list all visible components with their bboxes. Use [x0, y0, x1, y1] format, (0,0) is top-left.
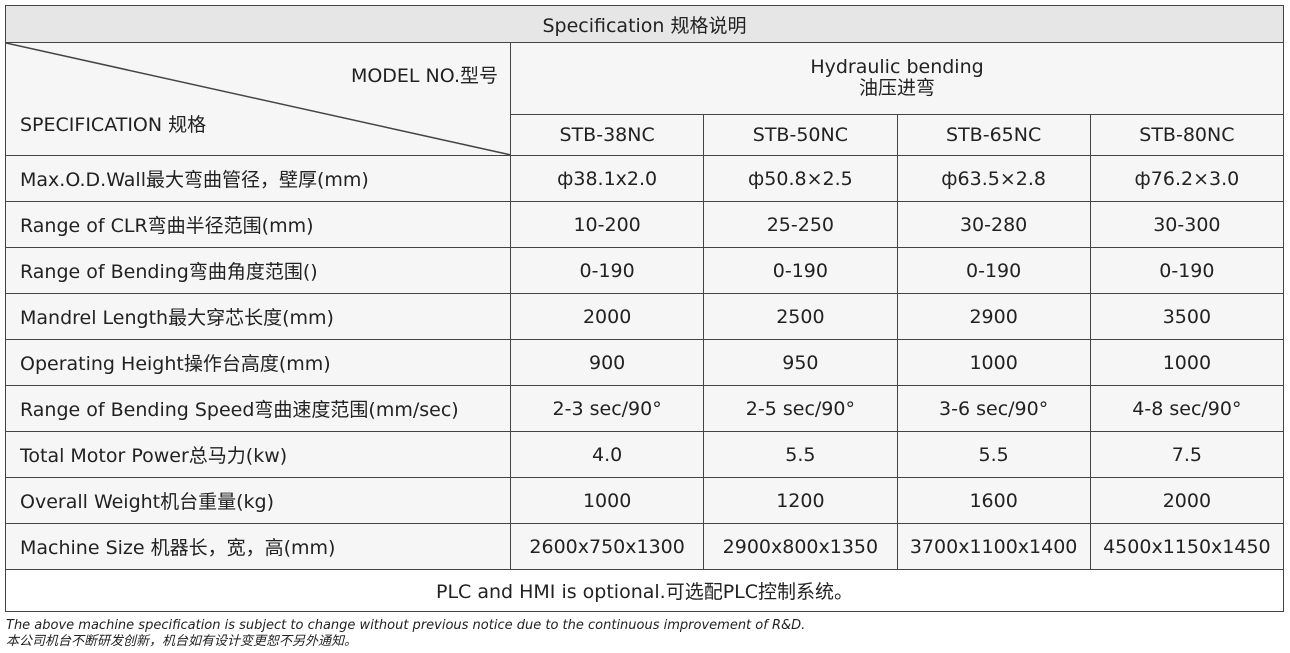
cell: 1200 — [703, 477, 898, 524]
cell: 1000 — [896, 339, 1091, 386]
row-label: Mandrel Length最大穿芯长度(mm) — [5, 293, 511, 340]
cell: 2000 — [509, 293, 705, 340]
note: The above machine specification is subje… — [6, 618, 806, 633]
row: Total Motor Power总马力(kw) 4.0 5.5 5.5 7.5 — [5, 431, 1285, 478]
cell: 0-190 — [1089, 247, 1285, 294]
cell: 3700x1100x1400 — [896, 523, 1091, 570]
diagonal — [6, 43, 511, 155]
model-label: MODEL NO.型号 — [350, 65, 498, 87]
model-header: STB-65NC — [896, 113, 1091, 157]
cell: ф63.5×2.8 — [896, 155, 1091, 202]
cell: 900 — [509, 339, 705, 386]
cell: 30-280 — [896, 201, 1091, 248]
cell: 1600 — [896, 477, 1091, 524]
row: Range of Bending弯曲角度范围() 0-190 0-190 0-190 0… — [5, 247, 1285, 294]
cell: ф76.2×3.0 — [1089, 155, 1285, 202]
row: Max.O.D.Wall最大弯曲管径，壁厚(mm) ф38.1x2.0 ф50.8×… — [5, 155, 1285, 202]
footer: PLC and HMI is optional.可选配PLC控制系统。 — [5, 569, 1284, 612]
cell: 4.0 — [509, 431, 705, 478]
group-line: 油压进弯 — [858, 77, 935, 100]
cell: 2000 — [1089, 477, 1285, 524]
group-line: Hydraulic bending — [810, 56, 984, 79]
row-label: Overall Weight机台重量(kg) — [5, 477, 511, 524]
cell: 10-200 — [509, 201, 705, 248]
cell: 3-6 sec/90° — [896, 385, 1091, 432]
row-label: Max.O.D.Wall最大弯曲管径，壁厚(mm) — [5, 155, 511, 202]
row: Operating Height操作台高度(mm) 900 950 1000 1000 — [5, 339, 1285, 386]
model-header: STB-38NC — [509, 113, 705, 157]
cell: ф50.8×2.5 — [703, 155, 898, 202]
cell: 1000 — [1089, 339, 1285, 386]
cell: 2600x750x1300 — [509, 523, 705, 570]
cell: 2900 — [896, 293, 1091, 340]
row: Range of CLR弯曲半径范围(mm) 10-200 25-250 30-280… — [5, 201, 1285, 248]
spec-table: Specification 规格说明 MODEL NO.型号 SPECIFICA… — [5, 5, 1285, 612]
cell: 5.5 — [703, 431, 898, 478]
spec-label: SPECIFICATION 规格 — [20, 114, 207, 136]
cell: 950 — [703, 339, 898, 386]
row: Machine Size 机器长，宽，高(mm) 2600x750x1300 290… — [5, 523, 1285, 570]
header-corner: MODEL NO.型号 SPECIFICATION 规格 — [5, 42, 511, 156]
row: Overall Weight机台重量(kg) 1000 1200 1600 2000 — [5, 477, 1285, 524]
cell: 0-190 — [509, 247, 705, 294]
cell: 2-3 sec/90° — [509, 385, 705, 432]
row-label: Range of Bending Speed弯曲速度范围(mm/sec) — [5, 385, 511, 432]
row: Range of Bending Speed弯曲速度范围(mm/sec) 2-3 … — [5, 385, 1285, 432]
model-header: STB-80NC — [1089, 113, 1285, 157]
model-header: STB-50NC — [703, 113, 898, 157]
row-label: Machine Size 机器长，宽，高(mm) — [5, 523, 511, 570]
row-label: Range of CLR弯曲半径范围(mm) — [5, 201, 511, 248]
cell: 7.5 — [1089, 431, 1285, 478]
row-label: Operating Height操作台高度(mm) — [5, 339, 511, 386]
cell: 1000 — [509, 477, 705, 524]
row-label: Range of Bending弯曲角度范围() — [5, 247, 511, 294]
footer-row: PLC and HMI is optional.可选配PLC控制系统。 — [5, 569, 1284, 612]
note: 本公司机台不断研发创新，机台如有设计变更恕不另外通知。 — [6, 634, 358, 649]
cell: 25-250 — [703, 201, 898, 248]
notes: The above machine specification is subje… — [6, 618, 805, 650]
cell: 30-300 — [1089, 201, 1285, 248]
row-label: Total Motor Power总马力(kw) — [5, 431, 511, 478]
cell: 2500 — [703, 293, 898, 340]
cell: 2900x800x1350 — [703, 523, 898, 570]
cell: 0-190 — [703, 247, 898, 294]
cell: 2-5 sec/90° — [703, 385, 898, 432]
row: Mandrel Length最大穿芯长度(mm) 2000 2500 2900 3500 — [5, 293, 1285, 340]
table-title: Specification 规格说明 — [5, 5, 1284, 43]
cell: ф38.1x2.0 — [509, 155, 705, 202]
group-header: Hydraulic bending 油压进弯 — [510, 42, 1284, 115]
cell: 4500x1150x1450 — [1089, 523, 1285, 570]
cell: 3500 — [1089, 293, 1285, 340]
cell: 0-190 — [896, 247, 1091, 294]
cell: 4-8 sec/90° — [1089, 385, 1285, 432]
cell: 5.5 — [896, 431, 1091, 478]
